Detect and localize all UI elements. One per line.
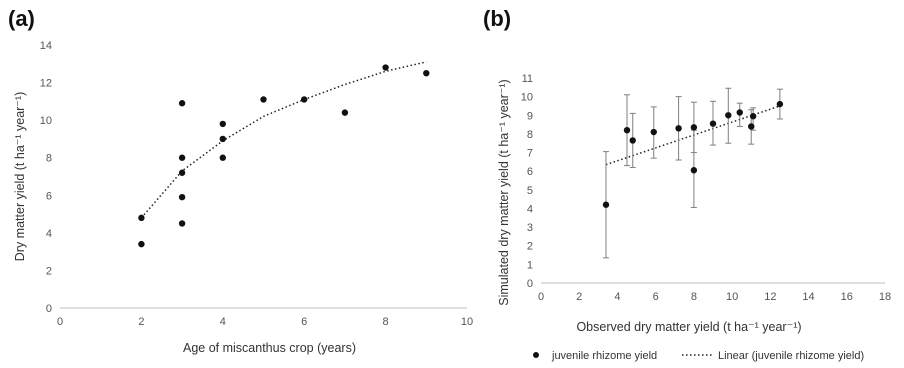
a-x-tick-label: 4 [220,316,226,328]
a-data-point [219,135,226,143]
b-data-point [690,124,698,131]
b-y-tick-label: 9 [527,110,533,122]
b-data-point [749,113,757,120]
b-x-tick-label: 16 [841,291,853,303]
b-y-tick-label: 1 [527,259,533,271]
b-data-point [736,109,743,116]
a-x-tick-label: 0 [57,316,63,328]
a-data-point [219,120,226,128]
b-data-point [709,120,717,127]
a-x-tick-label: 2 [138,316,144,328]
b-y-tick-label: 7 [527,148,533,160]
b-x-tick-label: 14 [802,291,814,303]
b-y-tick-label: 2 [527,241,533,253]
b-x-tick-label: 18 [879,291,891,303]
b-x-tick-label: 6 [653,291,659,303]
a-data-point [260,96,267,103]
a-y-tick-label: 12 [40,78,52,90]
a-data-point [423,69,430,77]
b-y-tick-label: 6 [527,166,533,178]
b-data-point [725,112,732,119]
b-y-tick-label: 11 [522,73,533,85]
b-x-tick-label: 0 [538,291,544,303]
a-y-tick-label: 8 [46,153,52,165]
a-y-axis-title: Dry matter yield (t ha⁻¹ year⁻¹) [13,92,27,261]
b-data-point [629,137,636,144]
a-data-point [382,64,389,71]
b-data-point [675,125,682,132]
b-x-tick-label: 8 [691,291,697,303]
b-data-point [690,167,698,174]
b-y-tick-label: 3 [527,222,533,234]
panel-a-label: (a) [8,6,35,31]
b-legend-label-linear: Linear (juvenile rhizome yield) [718,350,864,362]
b-y-axis-title: Simulated dry matter yield (t ha⁻¹ year⁻… [497,79,511,305]
b-data-point [776,100,784,108]
a-data-point [138,214,145,222]
b-y-tick-label: 0 [527,278,533,290]
a-y-tick-label: 14 [40,40,52,52]
b-data-point [623,126,631,134]
a-data-point [138,240,145,248]
a-y-tick-label: 4 [46,228,52,240]
b-x-tick-label: 12 [764,291,776,303]
b-data-point [650,128,657,136]
b-y-tick-label: 5 [527,185,533,197]
a-data-point [178,193,186,201]
panel-b-label: (b) [483,6,512,31]
a-data-point [178,169,186,176]
a-data-point [178,100,186,107]
a-y-tick-label: 0 [46,303,52,315]
b-legend-label-points: juvenile rhizome yield [551,350,657,362]
b-x-tick-label: 4 [614,291,620,303]
b-x-axis-title: Observed dry matter yield (t ha⁻¹ year⁻¹… [576,320,801,334]
a-data-point [178,220,186,227]
a-x-tick-label: 10 [461,316,473,328]
a-trendline [140,61,427,219]
a-data-point [219,154,226,161]
a-y-tick-label: 10 [40,115,52,127]
a-x-axis-title: Age of miscanthus crop (years) [183,341,356,355]
a-x-tick-label: 6 [301,316,307,328]
b-data-point [602,201,610,208]
b-legend-marker-points [533,352,539,358]
a-data-point [341,109,349,116]
a-data-point [301,96,308,103]
b-x-tick-label: 10 [726,291,738,303]
a-y-tick-label: 6 [46,190,52,202]
b-y-tick-label: 10 [521,92,533,104]
b-x-tick-label: 2 [576,291,582,303]
b-y-tick-label: 4 [527,203,533,215]
b-y-tick-label: 8 [527,129,533,141]
b-data-point [748,123,755,130]
a-y-tick-label: 2 [46,265,52,277]
a-x-tick-label: 8 [383,316,389,328]
a-data-point [178,154,186,161]
